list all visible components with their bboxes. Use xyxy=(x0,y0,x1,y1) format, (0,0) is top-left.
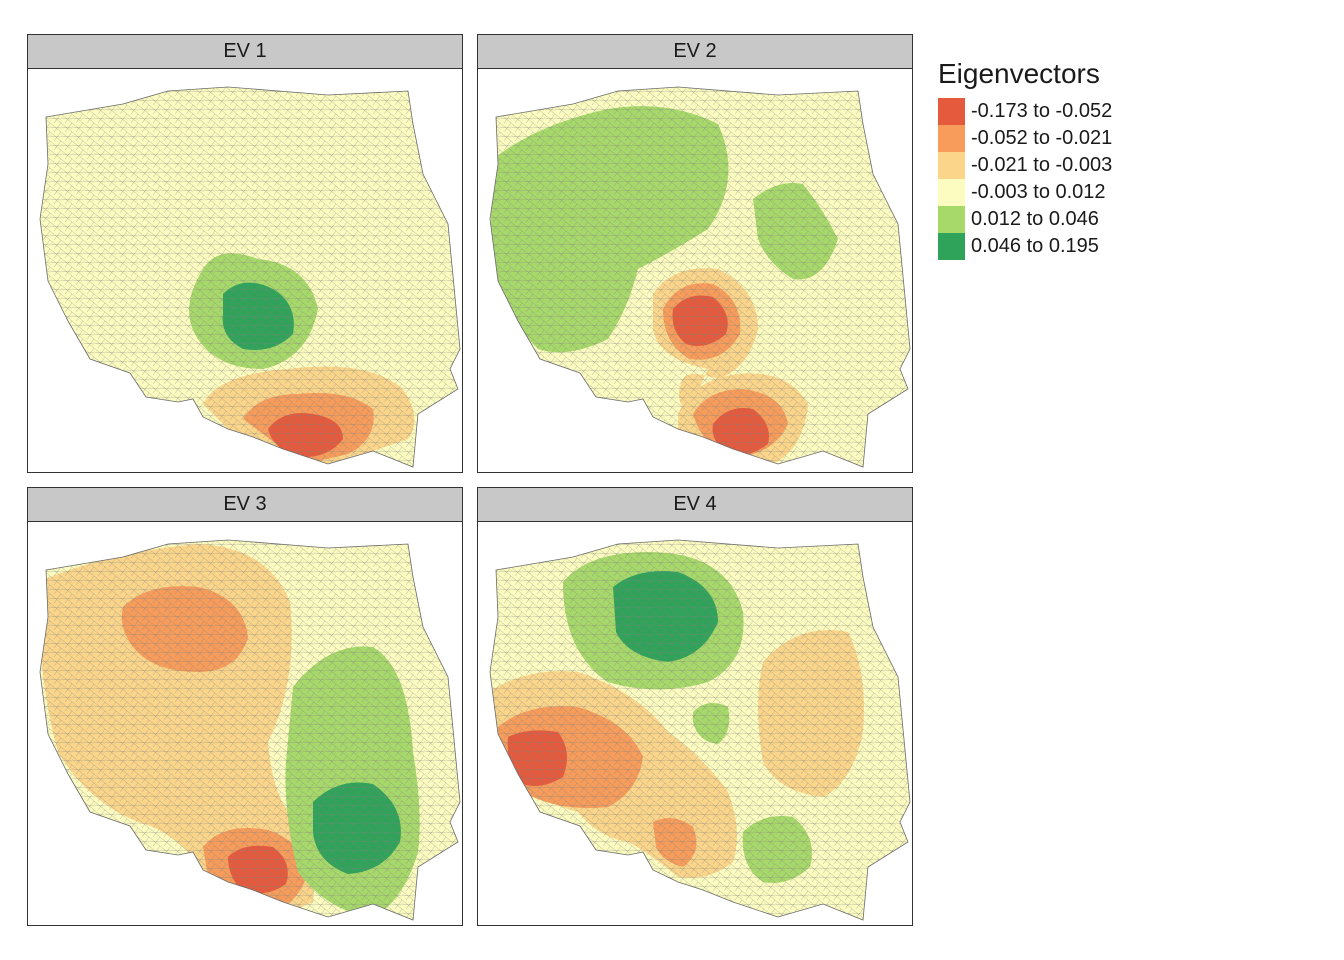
legend-item: 0.046 to 0.195 xyxy=(938,233,1112,260)
facet-panel-ev1: EV 1 xyxy=(27,34,463,473)
country-outline xyxy=(39,539,461,921)
legend-swatch xyxy=(938,206,965,233)
facet-strip-ev1: EV 1 xyxy=(27,34,463,69)
legend-label: -0.052 to -0.021 xyxy=(971,127,1113,149)
municipality-mesh xyxy=(40,540,460,920)
map-frame-ev3 xyxy=(27,521,463,926)
facet-title: EV 2 xyxy=(673,40,717,62)
legend-label: -0.173 to -0.052 xyxy=(971,100,1113,122)
legend-swatch xyxy=(938,152,965,179)
country-outline xyxy=(489,539,911,921)
municipality-mesh xyxy=(490,87,910,467)
legend-swatch xyxy=(938,125,965,152)
legend-swatch xyxy=(938,179,965,206)
legend-swatch xyxy=(938,233,965,260)
country-outline xyxy=(39,86,461,468)
facet-strip-ev2: EV 2 xyxy=(477,34,913,69)
municipality-mesh xyxy=(40,87,460,467)
legend-label: 0.012 to 0.046 xyxy=(971,208,1099,230)
legend-item: 0.012 to 0.046 xyxy=(938,206,1112,233)
legend-swatch xyxy=(938,98,965,125)
map-frame-ev2 xyxy=(477,68,913,473)
legend-item: -0.052 to -0.021 xyxy=(938,125,1112,152)
facet-title: EV 3 xyxy=(223,493,267,515)
legend-label: -0.003 to 0.012 xyxy=(971,181,1106,203)
facet-panel-ev3: EV 3 xyxy=(27,487,463,926)
facet-panel-ev2: EV 2 xyxy=(477,34,913,473)
facet-strip-ev4: EV 4 xyxy=(477,487,913,522)
legend-item: -0.003 to 0.012 xyxy=(938,179,1112,206)
facet-panel-ev4: EV 4 xyxy=(477,487,913,926)
facet-title: EV 4 xyxy=(673,493,717,515)
map-legend: Eigenvectors -0.173 to -0.052 -0.052 to … xyxy=(938,58,1112,260)
legend-item: -0.173 to -0.052 xyxy=(938,98,1112,125)
country-outline xyxy=(489,86,911,468)
legend-label: -0.021 to -0.003 xyxy=(971,154,1113,176)
map-frame-ev4 xyxy=(477,521,913,926)
facet-title: EV 1 xyxy=(223,40,267,62)
legend-item: -0.021 to -0.003 xyxy=(938,152,1112,179)
municipality-mesh xyxy=(490,540,910,920)
legend-label: 0.046 to 0.195 xyxy=(971,235,1099,257)
map-frame-ev1 xyxy=(27,68,463,473)
facet-strip-ev3: EV 3 xyxy=(27,487,463,522)
legend-title: Eigenvectors xyxy=(938,58,1100,89)
